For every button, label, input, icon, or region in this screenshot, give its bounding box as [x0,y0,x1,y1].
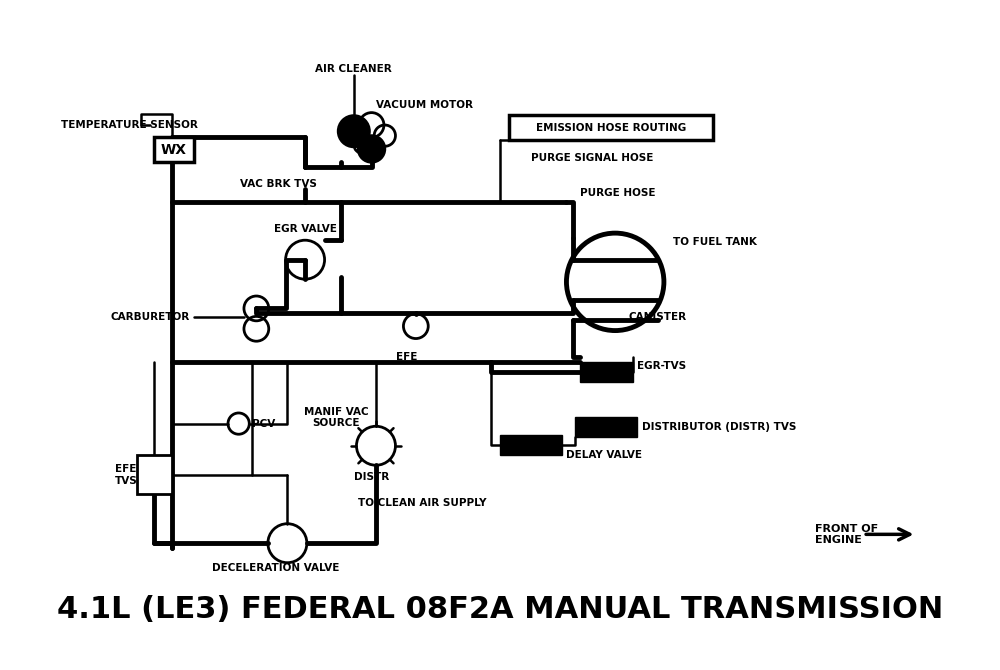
Bar [575,417,637,437]
Bar [500,435,562,455]
Text: PURGE SIGNAL HOSE: PURGE SIGNAL HOSE [531,153,653,163]
Text: EGR-TVS: EGR-TVS [637,361,686,371]
Text: TO CLEAN AIR SUPPLY: TO CLEAN AIR SUPPLY [358,498,487,509]
Text: DISTR: DISTR [354,472,389,482]
Text: WX: WX [161,143,187,157]
Circle shape [358,135,385,162]
Text: EFE: EFE [396,352,418,362]
Text: 4.1L (LE3) FEDERAL 08F2A MANUAL TRANSMISSION: 4.1L (LE3) FEDERAL 08F2A MANUAL TRANSMIS… [57,595,943,624]
Text: EMISSION HOSE ROUTING: EMISSION HOSE ROUTING [536,123,686,133]
Text: TO FUEL TANK: TO FUEL TANK [673,237,757,247]
Text: DISTRIBUTOR (DISTR) TVS: DISTRIBUTOR (DISTR) TVS [642,422,796,432]
Text: AIR CLEANER: AIR CLEANER [315,64,392,74]
Circle shape [338,115,370,147]
Bar [137,455,172,494]
Text: DECELERATION VALVE: DECELERATION VALVE [212,563,339,573]
Bar [154,137,194,162]
Text: EFE
TVS: EFE TVS [115,464,137,486]
Text: EGR VALVE: EGR VALVE [274,224,337,234]
Text: FRONT OF
ENGINE: FRONT OF ENGINE [815,523,878,545]
Text: VACUUM MOTOR: VACUUM MOTOR [376,100,473,110]
Text: PCV: PCV [252,419,275,429]
Text: CANISTER: CANISTER [628,312,687,322]
Bar [509,115,713,140]
Text: TEMPERATURE SENSOR: TEMPERATURE SENSOR [61,120,198,130]
Text: PURGE HOSE: PURGE HOSE [580,188,655,198]
Text: CARBURETOR: CARBURETOR [110,312,189,322]
Bar [580,362,633,382]
Text: VAC BRK TVS: VAC BRK TVS [240,180,317,190]
Text: MANIF VAC
SOURCE: MANIF VAC SOURCE [304,407,368,428]
Text: DELAY VALVE: DELAY VALVE [566,450,642,460]
